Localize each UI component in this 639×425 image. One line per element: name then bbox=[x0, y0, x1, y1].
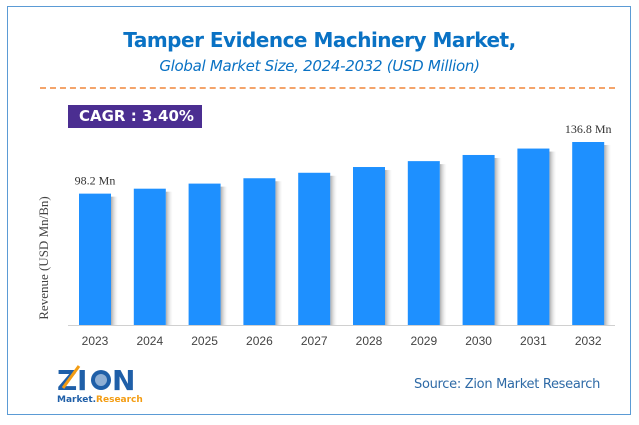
x-tick-label: 2026 bbox=[246, 334, 273, 348]
chart-subtitle: Global Market Size, 2024-2032 (USD Milli… bbox=[159, 57, 480, 75]
bar-2025 bbox=[188, 183, 221, 325]
bar-shadow bbox=[275, 181, 283, 325]
x-tick-label: 2025 bbox=[191, 334, 218, 348]
bar-shadow bbox=[165, 191, 173, 325]
bar-shadow bbox=[439, 164, 447, 325]
bar-shadow bbox=[111, 196, 118, 325]
x-tick-label: 2024 bbox=[136, 334, 163, 348]
source-text: Source: Zion Market Research bbox=[414, 377, 601, 392]
x-tick-label: 2030 bbox=[465, 334, 492, 348]
bar-shadow bbox=[604, 145, 612, 325]
bar-2023 bbox=[79, 193, 111, 325]
bar-shadow bbox=[549, 151, 557, 325]
bar-2032 bbox=[572, 142, 605, 325]
zion-logo: Z I N Market.Research bbox=[57, 364, 143, 404]
bar-2024 bbox=[133, 188, 166, 325]
x-tick-label: 2027 bbox=[301, 334, 328, 348]
bar-shadow bbox=[494, 157, 502, 325]
svg-text:N: N bbox=[112, 364, 135, 397]
svg-text:I: I bbox=[77, 364, 87, 397]
chart-title: Tamper Evidence Machinery Market, bbox=[123, 28, 516, 52]
chart-frame bbox=[7, 6, 631, 415]
x-tick-label: 2023 bbox=[82, 334, 109, 348]
bar-shadow bbox=[385, 170, 392, 325]
bar-2027 bbox=[298, 172, 331, 325]
x-tick-label: 2032 bbox=[575, 334, 602, 348]
data-label-last: 136.8 Mn bbox=[565, 122, 612, 136]
bar-2026 bbox=[243, 178, 276, 325]
x-tick-label: 2031 bbox=[520, 334, 547, 348]
cagr-badge: CAGR : 3.40% bbox=[68, 105, 202, 128]
bar-shadow bbox=[330, 175, 338, 325]
bar-2029 bbox=[407, 161, 440, 325]
data-label-first: 98.2 Mn bbox=[75, 174, 116, 188]
divider bbox=[40, 87, 615, 89]
x-tick-label: 2028 bbox=[356, 334, 383, 348]
bar-2030 bbox=[462, 154, 495, 325]
svg-text:Market.Research: Market.Research bbox=[57, 395, 143, 404]
bar-2031 bbox=[517, 148, 550, 325]
bar-2028 bbox=[353, 167, 385, 325]
x-tick-label: 2029 bbox=[410, 334, 437, 348]
bar-shadow bbox=[220, 186, 228, 325]
